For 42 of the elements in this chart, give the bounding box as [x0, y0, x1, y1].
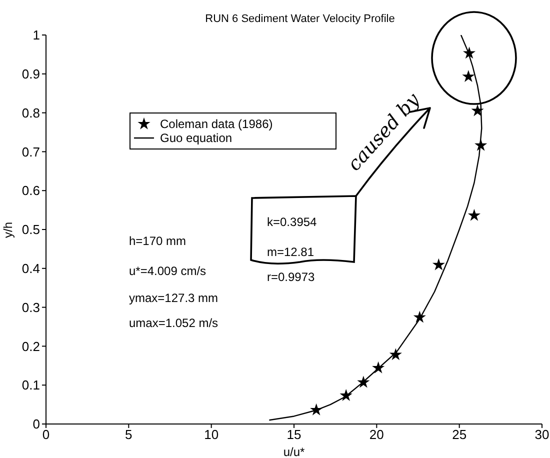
y-tick-label: 0.1	[22, 378, 40, 393]
x-tick-label: 5	[125, 427, 132, 442]
legend-label: Coleman data (1986)	[160, 117, 273, 131]
y-tick-label: 0.8	[22, 105, 40, 120]
point	[358, 376, 369, 387]
annotation: u*=4.009 cm/s	[129, 264, 206, 278]
annotation: h=170 mm	[129, 234, 186, 248]
y-tick-label: 0.7	[22, 144, 40, 160]
y-tick-label: 0.9	[22, 66, 40, 82]
point	[414, 312, 425, 322]
annotation: ymax=127.3 mm	[129, 291, 218, 305]
legend-label: Guo equation	[160, 131, 232, 145]
y-tick-label: 0.4	[22, 261, 40, 276]
annotation: m=12.81	[267, 245, 314, 259]
x-axis-title: u/u*	[283, 445, 305, 458]
point	[463, 71, 474, 82]
x-tick-label: 25	[452, 427, 467, 442]
point	[468, 210, 480, 220]
point	[311, 404, 322, 415]
chart-title: RUN 6 Sediment Water Velocity Profile	[205, 13, 395, 25]
x-tick-label: 10	[204, 427, 219, 442]
x-tick-label: 15	[286, 427, 302, 442]
y-tick-label: 0.5	[22, 222, 40, 238]
x-tick-label: 30	[534, 427, 550, 442]
x-tick-label: 0	[42, 427, 50, 442]
point	[340, 390, 352, 400]
y-tick-label: 0.3	[22, 300, 40, 315]
y-tick-label: 0.6	[22, 183, 40, 198]
point	[433, 259, 444, 270]
y-axis-title: y/h	[1, 222, 15, 238]
point	[373, 362, 384, 373]
y-tick-label: 0	[32, 416, 40, 432]
point	[464, 48, 475, 58]
annotation: umax=1.052 m/s	[129, 316, 218, 330]
y-tick-label: 1	[32, 28, 40, 43]
x-tick-label: 20	[369, 427, 384, 442]
point	[476, 140, 486, 150]
point	[472, 105, 483, 116]
annotation: k=0.3954	[267, 215, 318, 229]
point	[390, 349, 401, 360]
y-tick-label: 0.2	[22, 338, 40, 354]
annotation: r=0.9973	[267, 270, 316, 284]
